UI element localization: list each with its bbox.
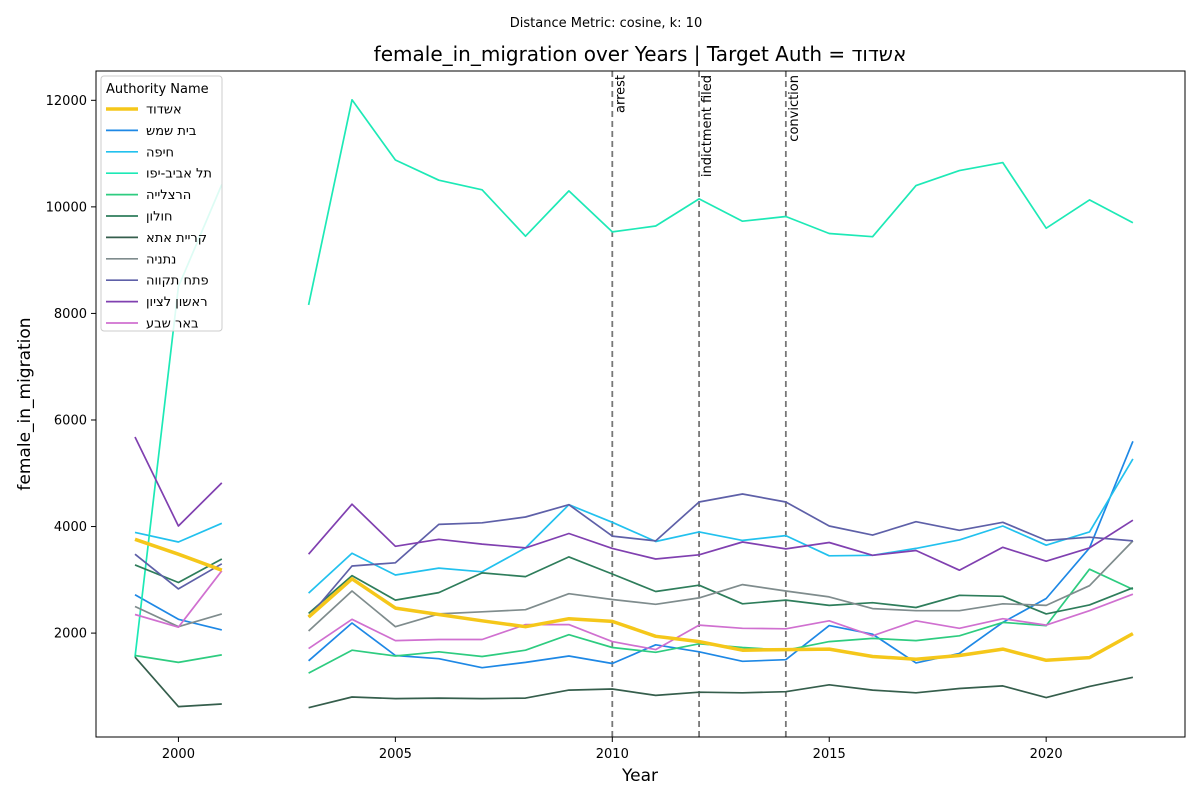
y-tick-label-5: 12000 [46,94,87,109]
y-tick-label-2: 6000 [54,413,87,428]
x-tick-label-4: 2020 [1030,747,1063,762]
event-label-0: arrest [613,75,628,113]
legend-label-1: בית שמש [146,124,196,139]
legend-label-5: חולון [146,210,173,225]
legend: Authority Name אשדוד בית שמש חיפה תל אביב-י… [100,75,223,332]
y-axis-title: female_in_migration [15,317,35,490]
x-axis-title: Year [621,766,658,786]
event-label-2: conviction [787,75,802,142]
x-axis: 2000 2005 2010 2015 2020 [162,737,1063,762]
series-line-1 [134,440,1134,669]
plot-frame [95,70,1186,738]
legend-label-4: הרצלייה [146,188,191,203]
legend-label-8: פתח תקווה [146,274,209,289]
legend-label-3: תל אביב-יפו [146,167,212,182]
legend-label-9: ראשון לציון [146,295,208,310]
plot-area: arrest indictment filed conviction [134,71,1134,737]
chart-suptitle: Distance Metric: cosine, k: 10 [510,16,702,31]
series-line-4 [134,568,1134,674]
y-tick-label-3: 8000 [54,307,87,322]
series-line-8 [134,493,1133,618]
event-label-1: indictment filed [700,75,715,177]
y-tick-label-0: 2000 [54,627,87,642]
series-line-3 [134,98,1134,658]
series-line-6 [134,656,1134,709]
chart-title: female_in_migration over Years | Target … [374,42,907,66]
legend-label-2: חיפה [146,145,174,160]
x-tick-label-2: 2010 [596,747,629,762]
legend-box [100,75,223,332]
legend-label-6: קריית אתא [146,231,207,246]
series-line-0 [134,537,1134,663]
y-tick-label-1: 4000 [54,520,87,535]
y-axis: 2000 4000 6000 8000 10000 12000 [46,94,96,642]
legend-label-10: באר שבע [146,317,199,332]
x-tick-label-3: 2015 [813,747,846,762]
y-tick-label-4: 10000 [46,200,87,215]
legend-title: Authority Name [106,82,209,97]
legend-label-0: אשדוד [146,103,182,118]
x-tick-label-1: 2005 [379,747,412,762]
x-tick-label-0: 2000 [162,747,195,762]
series-line-10 [134,570,1134,651]
legend-label-7: נתניה [146,252,176,267]
series-line-9 [134,436,1134,572]
series-line-5 [134,556,1134,615]
